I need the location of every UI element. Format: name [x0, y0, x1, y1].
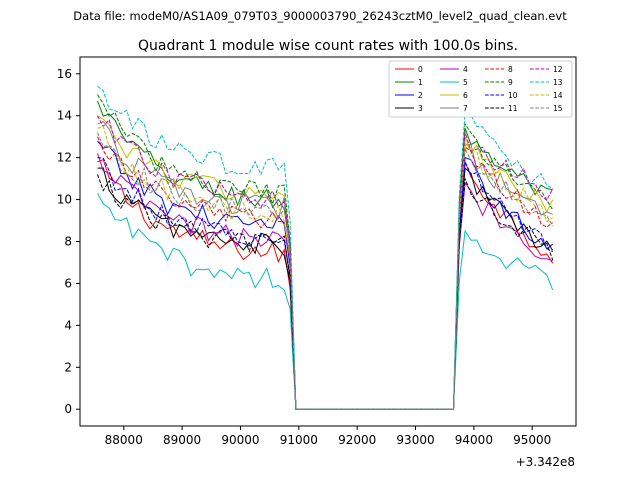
series-line-12	[97, 115, 554, 410]
series-layer	[97, 85, 554, 410]
legend-label-11: 11	[508, 104, 518, 113]
legend-label-15: 15	[553, 104, 563, 113]
y-tick-label: 14	[57, 109, 72, 123]
series-line-4	[97, 153, 553, 410]
legend-label-9: 9	[508, 78, 513, 87]
series-line-11	[97, 174, 554, 410]
series-line-14	[97, 125, 553, 410]
y-tick-label: 10	[57, 193, 72, 207]
y-tick-label: 8	[64, 235, 72, 249]
legend-label-4: 4	[463, 65, 468, 74]
series-line-1	[97, 100, 553, 410]
legend-label-8: 8	[508, 65, 513, 74]
legend-label-1: 1	[418, 78, 423, 87]
x-tick-label: 89000	[163, 433, 201, 447]
legend-label-6: 6	[463, 91, 468, 100]
legend-label-5: 5	[463, 78, 468, 87]
legend-label-2: 2	[418, 91, 423, 100]
x-axis: 88000 89000 90000 91000 92000 93000 94000 95000	[105, 426, 551, 447]
x-tick-label: 94000	[455, 433, 493, 447]
y-tick-label: 16	[57, 67, 72, 81]
y-tick-label: 2	[64, 360, 72, 374]
legend-box	[388, 60, 573, 118]
series-line-10	[97, 157, 553, 410]
legend-label-10: 10	[508, 91, 518, 100]
y-tick-label: 12	[57, 151, 72, 165]
series-line-3	[97, 167, 554, 410]
x-tick-label: 93000	[396, 433, 434, 447]
x-offset-label: +3.342e8	[516, 455, 575, 469]
y-tick-label: 4	[64, 318, 72, 332]
plot-area	[80, 57, 576, 426]
figure-suptitle: Data file: modeM0/AS1A09_079T03_90000037…	[73, 9, 567, 23]
series-line-5	[97, 193, 554, 410]
y-tick-label: 0	[64, 402, 72, 416]
x-tick-label: 95000	[513, 433, 551, 447]
series-line-15	[97, 132, 554, 410]
x-tick-label: 88000	[105, 433, 143, 447]
series-line-6	[97, 115, 554, 410]
series-line-0	[97, 158, 554, 410]
legend-label-0: 0	[418, 65, 423, 74]
legend-label-13: 13	[553, 78, 563, 87]
y-axis: 0 2 4 6 8 10 12 14 16	[57, 67, 80, 416]
x-tick-label: 92000	[338, 433, 376, 447]
legend-label-12: 12	[553, 65, 563, 74]
chart-title: Quadrant 1 module wise count rates with …	[138, 38, 518, 54]
series-line-13	[97, 85, 553, 410]
legend-label-14: 14	[553, 91, 563, 100]
x-tick-label: 91000	[280, 433, 318, 447]
legend-label-7: 7	[463, 104, 468, 113]
legend-label-3: 3	[418, 104, 423, 113]
y-tick-label: 6	[64, 276, 72, 290]
x-tick-label: 90000	[221, 433, 259, 447]
